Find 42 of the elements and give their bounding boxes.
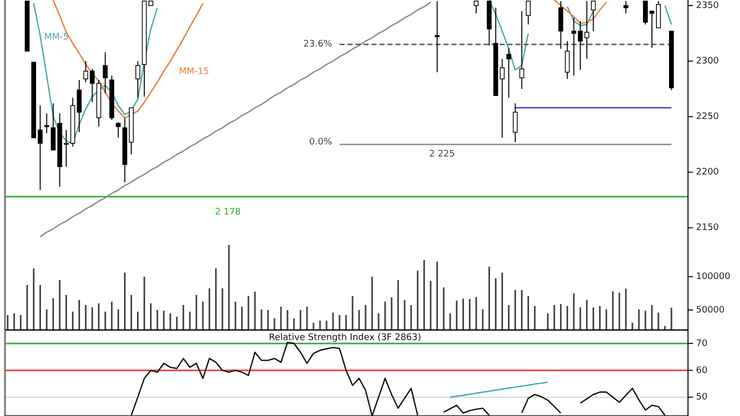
y-tick-label: 50: [696, 392, 708, 403]
y-tick-label: 2150: [696, 223, 720, 234]
candlestick: [76, 80, 82, 133]
series-label: MM-5: [44, 32, 69, 43]
candlestick: [116, 122, 121, 138]
y-tick-label: 70: [696, 338, 708, 349]
candlestick: [474, 0, 479, 14]
annotation: 0.0%: [309, 137, 332, 148]
candlestick: [558, 0, 564, 50]
candlestick: [571, 17, 576, 76]
candlestick: [564, 40, 570, 80]
annotation: 2 225: [429, 149, 455, 160]
y-tick-label: 60: [696, 366, 708, 376]
annotation: 23.6%: [303, 39, 332, 50]
y-tick-label: 2300: [696, 56, 720, 67]
candlestick: [526, 0, 531, 25]
y2-tick-label: 50000: [696, 305, 725, 316]
ref-line-label: 2 178: [215, 208, 242, 218]
candlestick: [578, 20, 583, 70]
y-tick-label: 2350: [696, 1, 720, 12]
candlestick: [135, 60, 140, 98]
chart-title: Relative Strength Index (3F 2863): [268, 333, 422, 343]
line-series: [450, 381, 548, 398]
candlestick: [500, 58, 505, 138]
candlestick: [44, 112, 50, 134]
candlestick: [102, 52, 108, 94]
line-series: [40, 2, 432, 238]
candlestick: [512, 102, 518, 143]
candlestick: [50, 102, 56, 150]
candlestick: [623, 0, 628, 14]
series-label: MM-15: [178, 67, 210, 77]
y2-tick-label: 100000: [696, 272, 731, 282]
y-tick-label: 2200: [696, 168, 720, 178]
candlestick: [519, 10, 524, 90]
candlestick: [83, 60, 88, 83]
candlestick: [584, 0, 590, 60]
candlestick: [38, 105, 43, 190]
candlestick: [506, 47, 512, 98]
candlestick: [434, 0, 440, 73]
candlestick: [590, 0, 596, 32]
candlestick: [90, 68, 95, 103]
y-tick-label: 2250: [696, 112, 720, 122]
